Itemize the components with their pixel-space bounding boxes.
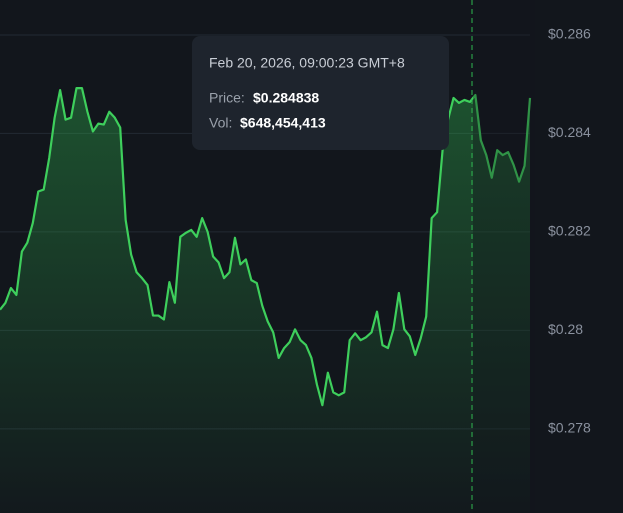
tooltip-box [192,36,449,150]
future-fade [473,0,535,513]
y-tick-label: $0.286 [548,26,591,42]
y-tick-label: $0.28 [548,321,583,337]
tooltip-price-label: Price: [209,90,245,106]
tooltip: Feb 20, 2026, 09:00:23 GMT+8 Price: $0.2… [192,36,449,150]
tooltip-date: Feb 20, 2026, 09:00:23 GMT+8 [209,55,405,71]
y-tick-label: $0.282 [548,223,591,239]
y-tick-label: $0.278 [548,420,591,436]
y-tick-label: $0.284 [548,124,591,140]
area [0,88,530,513]
line [0,87,532,407]
tooltip-volume: $648,454,413 [240,115,326,131]
tooltip-vol-label: Vol: [209,115,232,131]
tooltip-price: $0.284838 [253,90,319,106]
